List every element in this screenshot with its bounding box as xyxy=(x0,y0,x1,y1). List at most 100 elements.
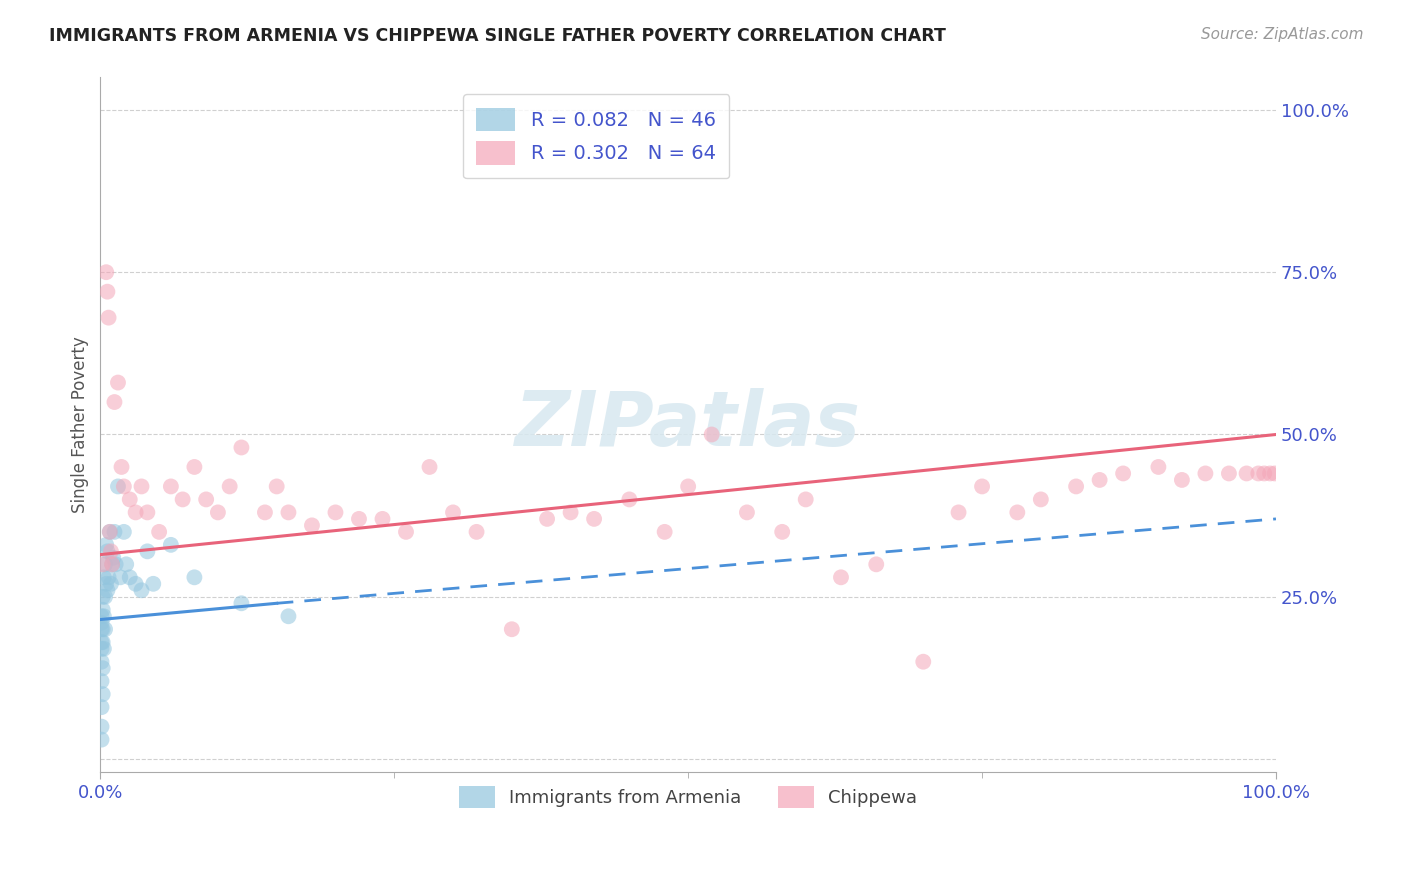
Point xyxy=(101,558,124,572)
Point xyxy=(98,524,121,539)
Point xyxy=(253,505,276,519)
Point xyxy=(96,538,118,552)
Point xyxy=(183,570,205,584)
Point xyxy=(90,641,112,656)
Point xyxy=(107,376,129,390)
Point xyxy=(865,558,887,572)
Point xyxy=(676,479,699,493)
Point xyxy=(90,732,112,747)
Point xyxy=(172,492,194,507)
Point xyxy=(654,524,676,539)
Point xyxy=(1112,467,1135,481)
Point xyxy=(96,576,118,591)
Point xyxy=(90,674,112,689)
Point xyxy=(700,427,723,442)
Point xyxy=(94,590,117,604)
Point xyxy=(1171,473,1194,487)
Point xyxy=(96,583,118,598)
Point xyxy=(115,558,138,572)
Point xyxy=(207,505,229,519)
Point xyxy=(124,576,146,591)
Text: IMMIGRANTS FROM ARMENIA VS CHIPPEWA SINGLE FATHER POVERTY CORRELATION CHART: IMMIGRANTS FROM ARMENIA VS CHIPPEWA SING… xyxy=(49,27,946,45)
Text: ZIPatlas: ZIPatlas xyxy=(515,388,860,462)
Point xyxy=(112,479,135,493)
Point xyxy=(103,524,125,539)
Point xyxy=(371,512,394,526)
Point xyxy=(195,492,218,507)
Point xyxy=(91,603,114,617)
Point xyxy=(94,558,117,572)
Point xyxy=(325,505,347,519)
Point xyxy=(266,479,288,493)
Point xyxy=(301,518,323,533)
Point xyxy=(96,544,118,558)
Point xyxy=(124,505,146,519)
Point xyxy=(1258,467,1281,481)
Point xyxy=(110,459,132,474)
Point xyxy=(107,479,129,493)
Point xyxy=(91,635,114,649)
Point xyxy=(794,492,817,507)
Point xyxy=(91,687,114,701)
Point xyxy=(110,570,132,584)
Point xyxy=(91,558,114,572)
Point xyxy=(90,615,112,630)
Point xyxy=(90,720,112,734)
Point xyxy=(418,459,440,474)
Point xyxy=(1236,467,1258,481)
Point xyxy=(148,524,170,539)
Point xyxy=(970,479,993,493)
Point xyxy=(93,609,115,624)
Point xyxy=(1147,459,1170,474)
Point xyxy=(1194,467,1216,481)
Point xyxy=(1264,467,1286,481)
Point xyxy=(395,524,418,539)
Point xyxy=(97,310,120,325)
Point xyxy=(1007,505,1029,519)
Point xyxy=(948,505,970,519)
Text: Source: ZipAtlas.com: Source: ZipAtlas.com xyxy=(1201,27,1364,42)
Point xyxy=(277,609,299,624)
Point xyxy=(90,622,112,636)
Point xyxy=(90,609,112,624)
Point xyxy=(231,596,253,610)
Point xyxy=(1247,467,1270,481)
Point xyxy=(96,285,118,299)
Point xyxy=(1088,473,1111,487)
Point xyxy=(136,505,159,519)
Point xyxy=(347,512,370,526)
Point xyxy=(830,570,852,584)
Point xyxy=(441,505,464,519)
Point xyxy=(231,441,253,455)
Point xyxy=(277,505,299,519)
Point xyxy=(91,622,114,636)
Point xyxy=(1253,467,1275,481)
Point xyxy=(91,661,114,675)
Point xyxy=(90,635,112,649)
Point xyxy=(1218,467,1240,481)
Point xyxy=(136,544,159,558)
Point xyxy=(770,524,793,539)
Point xyxy=(104,558,127,572)
Point xyxy=(183,459,205,474)
Point xyxy=(465,524,488,539)
Point xyxy=(90,655,112,669)
Point xyxy=(118,570,141,584)
Point xyxy=(93,641,115,656)
Point xyxy=(101,558,124,572)
Point xyxy=(142,576,165,591)
Point xyxy=(536,512,558,526)
Point xyxy=(1064,479,1087,493)
Y-axis label: Single Father Poverty: Single Father Poverty xyxy=(72,336,89,513)
Point xyxy=(103,550,125,565)
Point xyxy=(94,622,117,636)
Point xyxy=(131,479,153,493)
Point xyxy=(112,524,135,539)
Point xyxy=(91,590,114,604)
Point xyxy=(218,479,240,493)
Point xyxy=(735,505,758,519)
Legend: Immigrants from Armenia, Chippewa: Immigrants from Armenia, Chippewa xyxy=(451,779,925,815)
Point xyxy=(619,492,641,507)
Point xyxy=(97,570,120,584)
Point xyxy=(912,655,935,669)
